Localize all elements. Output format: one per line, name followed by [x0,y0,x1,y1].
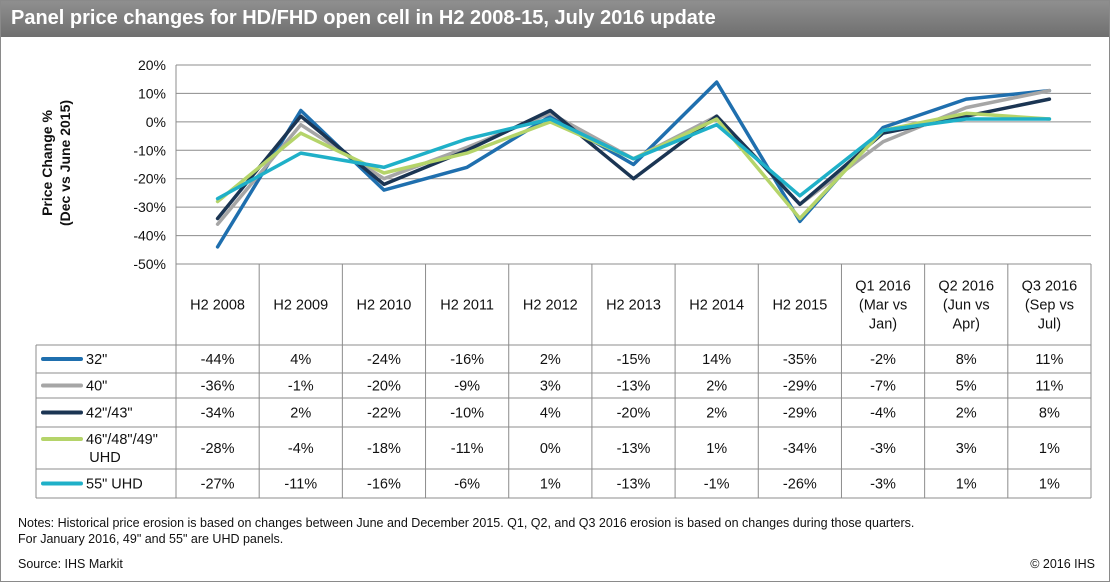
y-tick-label: -20% [133,171,166,187]
data-value: -16% [367,477,401,493]
y-axis-title-line-1: Price Change % [39,110,55,216]
category-label: Jan) [869,317,897,333]
notes: Notes: Historical price erosion is based… [18,515,914,547]
legend-label: 55" UHD [86,477,143,493]
data-value: 4% [290,352,311,368]
category-label: (Jun vs [943,298,990,314]
category-label: (Mar vs [859,298,907,314]
category-label: H2 2011 [440,298,494,314]
data-value: 2% [706,379,727,395]
data-value: -2% [870,352,896,368]
series-line-1 [215,80,1052,249]
data-value: 1% [540,477,561,493]
category-label: H2 2009 [273,298,328,314]
data-value: 2% [540,352,561,368]
category-label: H2 2008 [190,298,245,314]
data-value: -6% [454,477,480,493]
y-tick-label: 0% [146,114,166,130]
data-value: -13% [617,379,651,395]
data-value: -11% [451,441,484,457]
data-value: -11% [284,477,317,493]
category-label: (Sep vs [1025,298,1074,314]
data-value: -44% [201,352,235,368]
data-value: -36% [201,379,235,395]
y-tick-label: -30% [133,199,166,215]
legend-label: 42"/43" [86,406,133,422]
data-value: 2% [956,406,977,422]
category-label: Q3 2016 [1022,279,1078,295]
y-tick-label: 10% [138,85,166,101]
y-axis-title-line-2: (Dec vs June 2015) [57,100,73,226]
title-bar: Panel price changes for HD/FHD open cell… [1,1,1109,37]
data-value: -20% [617,406,651,422]
data-value: 2% [706,406,727,422]
data-value: -29% [783,379,817,395]
legend-label: 40" [86,379,107,395]
data-value: -34% [201,406,235,422]
data-value: 14% [702,352,731,368]
category-label: H2 2015 [772,298,827,314]
data-value: 11% [1035,379,1063,395]
data-value: -16% [450,352,484,368]
data-value: 2% [290,406,311,422]
source-text: Source: IHS Markit [18,557,123,571]
category-label: H2 2013 [606,298,661,314]
data-value: -15% [617,352,651,368]
data-value: -10% [450,406,484,422]
legend-label: 46"/48"/49" [86,432,158,448]
data-value: -22% [367,406,401,422]
category-label: H2 2014 [689,298,744,314]
chart-title: Panel price changes for HD/FHD open cell… [11,7,716,29]
legend-label: UHD [89,450,120,466]
data-value: 1% [706,441,727,457]
data-value: -26% [783,477,817,493]
data-value: 3% [540,379,561,395]
data-value: -29% [783,406,817,422]
data-value: -3% [870,477,896,493]
data-value: -34% [783,441,817,457]
legend-label: 32" [86,352,107,368]
y-tick-label: -50% [133,256,166,272]
data-value: 5% [956,379,977,395]
data-value: -24% [367,352,401,368]
data-value: 1% [1039,477,1060,493]
data-value: -13% [617,441,651,457]
data-value: -7% [870,379,896,395]
y-tick-label: -10% [133,142,166,158]
data-value: 8% [1039,406,1060,422]
data-value: -1% [704,477,730,493]
data-value: -28% [201,441,235,457]
data-value: -18% [367,441,401,457]
data-value: -3% [870,441,896,457]
data-value: 1% [956,477,977,493]
data-value: 1% [1039,441,1060,457]
category-label: Q1 2016 [855,279,911,295]
data-value: -27% [201,477,235,493]
chart-plot: 20% 10% 0% -10% -20% -30% -40% -50% Price Chang… [35,57,1092,499]
data-value: 3% [956,441,977,457]
category-label: H2 2012 [523,298,578,314]
category-label: H2 2010 [357,298,412,314]
notes-line-2: For January 2016, 49" and 55" are UHD pa… [18,532,284,546]
category-label: Apr) [953,317,980,333]
data-value: 0% [540,441,561,457]
data-value: 8% [956,352,977,368]
category-label: Jul) [1038,317,1061,333]
notes-line-1: Notes: Historical price erosion is based… [18,516,915,530]
copyright-text: © 2016 IHS [1030,557,1095,571]
data-value: 11% [1035,352,1063,368]
series-line-5 [215,117,1052,201]
category-label: Q2 2016 [938,279,994,295]
data-value: -1% [288,379,314,395]
data-value: -4% [870,406,896,422]
y-tick-label: -40% [133,228,166,244]
data-value: 4% [540,406,561,422]
data-value: -20% [367,379,401,395]
data-value: -9% [454,379,480,395]
data-value: -4% [288,441,314,457]
data-value: -35% [783,352,817,368]
y-tick-label: 20% [138,57,166,73]
data-value: -13% [617,477,651,493]
